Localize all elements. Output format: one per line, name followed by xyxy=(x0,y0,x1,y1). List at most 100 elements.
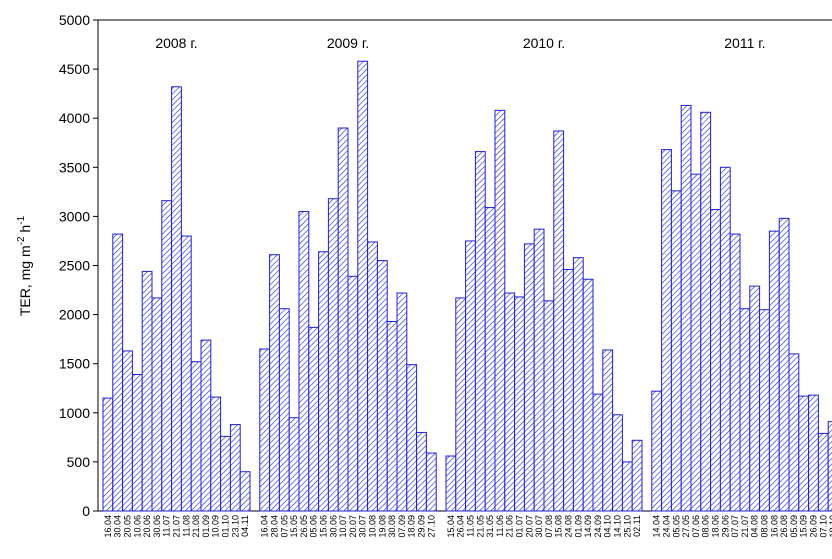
x-tick-label: 30.08 xyxy=(387,515,397,538)
x-tick-label: 18.06 xyxy=(711,515,721,538)
bar xyxy=(474,151,486,512)
x-tick-label: 20.07 xyxy=(524,515,534,538)
bar xyxy=(347,275,359,512)
bar xyxy=(308,326,320,512)
y-tick-label: 2500 xyxy=(59,258,90,274)
y-axis-label: TER, mg m-2 h-1 xyxy=(16,215,33,316)
x-tick-label: 31.05 xyxy=(485,515,495,538)
bar xyxy=(582,278,594,512)
x-tick-label: 24.08 xyxy=(564,515,574,538)
bar xyxy=(396,292,408,512)
bar xyxy=(778,217,790,512)
x-tick-label: 01.10 xyxy=(221,515,231,538)
bar xyxy=(788,353,800,512)
bar xyxy=(357,60,369,512)
bar xyxy=(318,251,329,512)
bar xyxy=(298,210,310,512)
x-tick-label: 18.10 xyxy=(828,515,832,538)
bar xyxy=(592,393,604,512)
x-tick-label: 04.11 xyxy=(240,515,250,537)
bar xyxy=(171,86,182,512)
bar xyxy=(494,109,506,512)
x-tick-label: 23.10 xyxy=(230,515,240,538)
x-tick-label: 15.04 xyxy=(446,515,456,538)
x-tick-label: 30.07 xyxy=(358,515,368,538)
bar xyxy=(425,452,437,512)
x-tick-label: 15.05 xyxy=(289,515,299,538)
x-tick-label: 30.04 xyxy=(113,515,123,538)
x-tick-label: 26.04 xyxy=(456,515,466,538)
x-tick-label: 21.07 xyxy=(740,515,750,538)
bar xyxy=(465,240,476,512)
x-tick-label: 05.09 xyxy=(789,515,799,538)
bar xyxy=(729,233,741,512)
bar xyxy=(220,435,231,512)
x-tick-label: 26.08 xyxy=(779,515,789,538)
year-label: 2010 г. xyxy=(523,35,565,51)
y-tick-label: 4500 xyxy=(59,61,90,77)
bar xyxy=(504,292,516,512)
bar xyxy=(367,241,378,512)
bar xyxy=(710,209,721,512)
x-tick-label: 02.11 xyxy=(632,515,642,537)
y-tick-label: 3000 xyxy=(59,208,90,224)
x-tick-label: 15.06 xyxy=(319,515,329,538)
x-tick-label: 21.07 xyxy=(172,515,182,538)
x-tick-label: 10.09 xyxy=(211,515,221,538)
year-label: 2009 г. xyxy=(327,35,369,51)
bar xyxy=(416,431,427,512)
bar xyxy=(269,254,280,512)
bar xyxy=(827,421,832,512)
x-tick-label: 11.06 xyxy=(495,515,505,537)
x-tick-label: 10.08 xyxy=(368,515,378,538)
bar xyxy=(631,439,643,512)
bar xyxy=(102,397,114,512)
bar xyxy=(543,300,555,512)
bar xyxy=(112,233,124,512)
x-tick-label: 14.09 xyxy=(583,515,593,538)
x-tick-label: 01.07 xyxy=(515,515,525,538)
x-tick-label: 20.06 xyxy=(142,515,152,538)
bar xyxy=(288,417,300,512)
x-tick-label: 07.06 xyxy=(691,515,701,538)
x-tick-label: 20.05 xyxy=(123,515,133,538)
x-tick-label: 07.08 xyxy=(544,515,554,538)
x-tick-label: 26.09 xyxy=(809,515,819,538)
x-tick-label: 29.06 xyxy=(720,515,730,538)
bar xyxy=(259,348,271,512)
bar xyxy=(131,374,143,512)
bar xyxy=(337,127,349,512)
x-tick-label: 07.10 xyxy=(818,515,828,538)
bar xyxy=(563,268,574,512)
bar xyxy=(670,190,682,512)
bar xyxy=(759,309,770,512)
y-tick-label: 3500 xyxy=(59,159,90,175)
bar xyxy=(680,104,692,512)
bar xyxy=(141,270,153,512)
x-tick-label: 07.07 xyxy=(730,515,740,538)
bar xyxy=(406,364,418,512)
y-tick-label: 5000 xyxy=(59,12,90,28)
x-tick-label: 07.09 xyxy=(397,515,407,538)
x-tick-label: 10.06 xyxy=(132,515,142,538)
x-tick-label: 30.06 xyxy=(328,515,338,538)
x-tick-label: 11.05 xyxy=(466,515,476,537)
x-tick-label: 16.08 xyxy=(769,515,779,538)
bar xyxy=(239,471,251,512)
x-tick-label: 15.09 xyxy=(799,515,809,538)
y-tick-label: 4000 xyxy=(59,110,90,126)
y-tick-label: 0 xyxy=(82,503,90,519)
y-tick-label: 1500 xyxy=(59,356,90,372)
x-tick-label: 29.09 xyxy=(417,515,427,538)
x-tick-label: 05.05 xyxy=(671,515,681,538)
x-tick-label: 24.09 xyxy=(593,515,603,538)
bar xyxy=(739,308,751,512)
bar xyxy=(798,395,810,512)
y-tick-label: 1000 xyxy=(59,405,90,421)
bar xyxy=(612,414,623,512)
bar xyxy=(719,166,731,512)
x-tick-label: 07.05 xyxy=(279,515,289,538)
bar xyxy=(700,111,712,512)
x-tick-label: 24.04 xyxy=(662,515,672,538)
